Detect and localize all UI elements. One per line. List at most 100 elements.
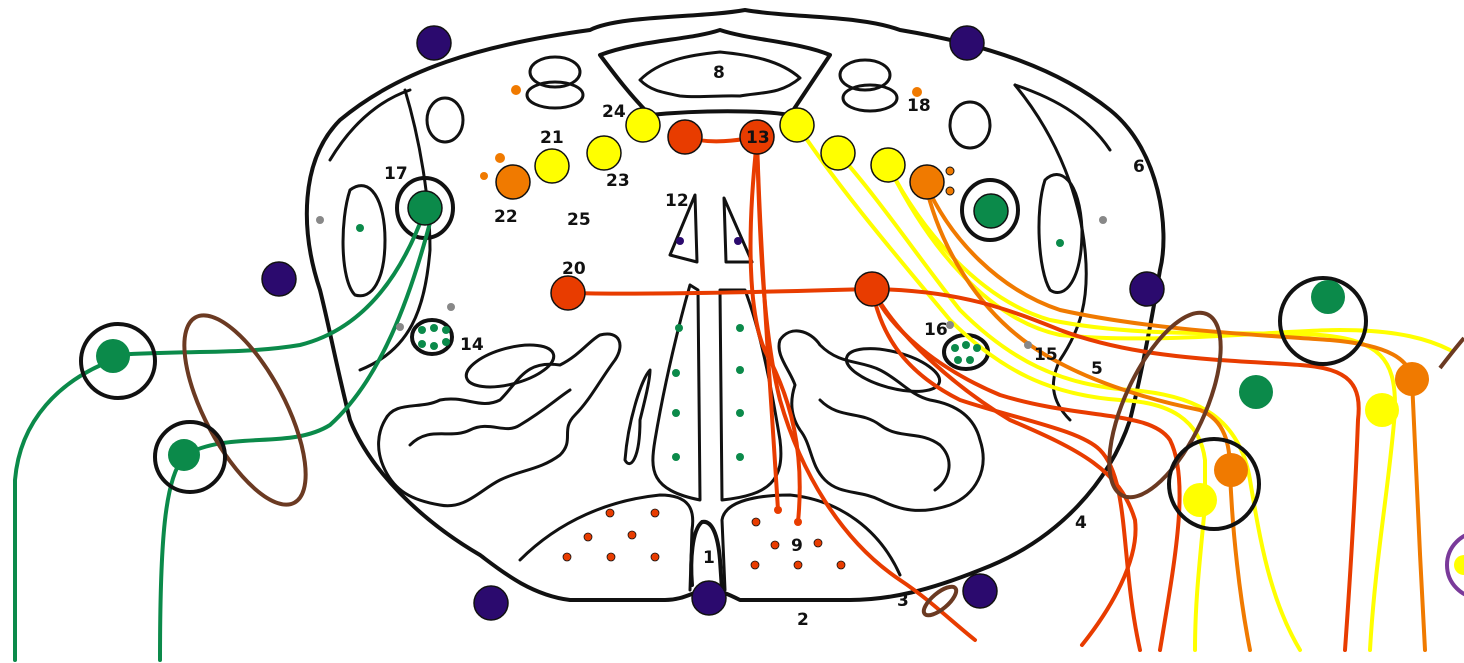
nucleus-14-ring bbox=[410, 318, 454, 356]
left-medial-lemniscus bbox=[623, 368, 652, 466]
ring-left-lower bbox=[153, 420, 227, 494]
label-20: 20 bbox=[562, 259, 586, 279]
yellow-ganglion-b bbox=[1365, 393, 1399, 427]
red-nucleus-left-13 bbox=[667, 119, 703, 155]
ring-right-upper bbox=[1278, 276, 1368, 366]
gray-dot-f bbox=[1024, 341, 1032, 349]
label-18: 18 bbox=[907, 96, 931, 116]
yellow-nucleus-24 bbox=[625, 107, 661, 143]
midline-notch bbox=[689, 519, 724, 592]
gray-dot-e bbox=[946, 321, 954, 329]
navy-dot-slit-right bbox=[734, 237, 742, 245]
right-midline-slit bbox=[722, 196, 754, 264]
left-midline-slit bbox=[668, 193, 699, 264]
red-nucleus-13 bbox=[739, 119, 775, 155]
gray-dot-b bbox=[1099, 216, 1107, 224]
right-lower-pyramid bbox=[720, 493, 902, 592]
orange-dot-c bbox=[480, 172, 488, 180]
right-green-nucleus-ring bbox=[960, 178, 1020, 242]
edge-brown-loop bbox=[1438, 336, 1464, 370]
label-23: 23 bbox=[606, 171, 630, 191]
section-outline bbox=[304, 8, 1166, 602]
red-tract-end-b bbox=[794, 518, 802, 526]
upper-left-cell-b bbox=[525, 80, 585, 110]
green-ganglion-d bbox=[1239, 375, 1273, 409]
ventricle-inner-detail bbox=[638, 50, 802, 99]
label-15: 15 bbox=[1034, 345, 1058, 365]
navy-dot-slit-left bbox=[676, 237, 684, 245]
label-14: 14 bbox=[460, 335, 484, 355]
orange-ganglion-b bbox=[1395, 362, 1429, 396]
label-22: 22 bbox=[494, 207, 518, 227]
left-olive bbox=[377, 332, 622, 508]
red-nucleus-20 bbox=[550, 275, 586, 311]
label-5: 5 bbox=[1091, 359, 1103, 379]
red-nucleus-right-20 bbox=[854, 271, 890, 307]
gray-dot-d bbox=[396, 323, 404, 331]
nucleus-16-ring bbox=[942, 333, 990, 371]
orange-ganglion-a bbox=[1214, 453, 1248, 487]
orange-dot-d bbox=[912, 87, 922, 97]
label-3: 3 bbox=[897, 591, 909, 611]
ring-right-lower bbox=[1167, 437, 1261, 531]
orange-dot-e bbox=[945, 166, 955, 176]
left-outer-boundary bbox=[328, 88, 412, 162]
label-8: 8 bbox=[713, 63, 725, 83]
navy-marker-bottom-center bbox=[691, 580, 727, 616]
upper-right-cell-a bbox=[838, 58, 892, 92]
orange-dot-a bbox=[511, 85, 521, 95]
navy-marker-bottom-left bbox=[473, 585, 509, 621]
navy-marker-bottom-right bbox=[962, 573, 998, 609]
gray-dot-c bbox=[447, 303, 455, 311]
label-24: 24 bbox=[602, 102, 626, 122]
label-17: 17 bbox=[384, 164, 408, 184]
ring-violet-edge bbox=[1445, 533, 1464, 597]
green-nucleus-right bbox=[973, 193, 1009, 229]
left-side-column bbox=[341, 184, 387, 298]
green-ganglion-b bbox=[168, 439, 200, 471]
navy-marker-top-left bbox=[416, 25, 452, 61]
upper-left-cell-a bbox=[528, 55, 582, 89]
yellow-nucleus-23 bbox=[586, 135, 622, 171]
right-olive bbox=[777, 329, 985, 512]
left-inner-boundary bbox=[358, 88, 432, 372]
left-olive-inner bbox=[408, 388, 572, 447]
label-1: 1 bbox=[703, 548, 715, 568]
red-dot-groups bbox=[562, 508, 846, 570]
label-4: 4 bbox=[1075, 513, 1087, 533]
label-12: 12 bbox=[665, 191, 689, 211]
yellow-nucleus-r2 bbox=[820, 135, 856, 171]
label-9: 9 bbox=[791, 536, 803, 556]
right-inner-boundary bbox=[1013, 83, 1088, 422]
green-dot-groups bbox=[356, 224, 1064, 461]
ring-left-upper bbox=[79, 322, 157, 400]
navy-marker-right bbox=[1129, 271, 1165, 307]
green-nucleus-left bbox=[407, 190, 443, 226]
label-16: 16 bbox=[924, 320, 948, 340]
right-small-oval bbox=[948, 100, 992, 150]
right-outer-boundary bbox=[1013, 83, 1112, 152]
upper-right-cell-b bbox=[841, 83, 899, 113]
left-lower-pyramid bbox=[518, 493, 695, 592]
right-side-column bbox=[1037, 173, 1084, 294]
gray-dot-a bbox=[316, 216, 324, 224]
yellow-ganglion-edge bbox=[1454, 555, 1464, 575]
orange-nucleus-22 bbox=[495, 164, 531, 200]
navy-marker-left bbox=[261, 261, 297, 297]
yellow-nucleus-r1 bbox=[779, 107, 815, 143]
label-6: 6 bbox=[1133, 157, 1145, 177]
label-13: 13 bbox=[746, 128, 770, 148]
left-small-oval bbox=[425, 96, 465, 144]
label-2: 2 bbox=[797, 610, 809, 630]
left-brown-loop bbox=[182, 313, 308, 507]
right-olive-inner bbox=[818, 398, 951, 492]
yellow-nucleus-r3 bbox=[870, 147, 906, 183]
green-ganglion-a bbox=[96, 339, 130, 373]
right-brown-loop bbox=[1107, 310, 1223, 500]
left-pyramid-column bbox=[651, 283, 702, 502]
label-21: 21 bbox=[540, 128, 564, 148]
orange-dot-f bbox=[945, 186, 955, 196]
green-tracts bbox=[13, 208, 434, 662]
yellow-ganglion-a bbox=[1183, 483, 1217, 517]
